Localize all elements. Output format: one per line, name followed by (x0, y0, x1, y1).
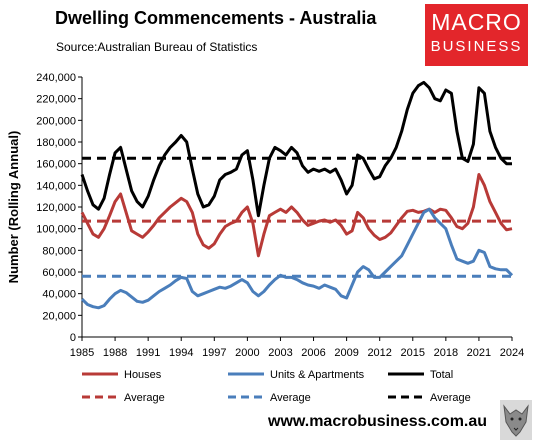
logo-line-1: MACRO (431, 9, 522, 35)
legend-total-average-label: Average (430, 392, 471, 404)
x-tick-label: 2003 (268, 347, 292, 359)
x-tick-label: 2021 (467, 347, 491, 359)
legend-houses-label: Houses (124, 369, 162, 381)
legend-houses-average-label: Average (124, 392, 165, 404)
x-tick-label: 1994 (169, 347, 193, 359)
x-tick-label: 2000 (235, 347, 259, 359)
y-tick-label: 240,000 (36, 72, 76, 84)
units-line (80, 207, 514, 310)
x-tick-label: 2012 (367, 347, 391, 359)
y-tick-label: 100,000 (36, 224, 76, 236)
website-url: www.macrobusiness.com.au (268, 413, 488, 430)
y-axis-label: Number (Rolling Annual) (6, 131, 21, 284)
y-tick-label: 200,000 (36, 115, 76, 127)
houses-line (80, 173, 513, 258)
legend-units-average-label: Average (270, 392, 311, 404)
x-tick-label: 2009 (334, 347, 358, 359)
y-tick-label: 0 (70, 332, 76, 344)
x-tick-label: 2024 (500, 347, 524, 359)
y-tick-label: 180,000 (36, 137, 76, 149)
y-tick-label: 20,000 (42, 310, 76, 322)
legend-units-label: Units & Apartments (270, 369, 365, 381)
y-tick-label: 140,000 (36, 180, 76, 192)
x-tick-label: 1997 (202, 347, 226, 359)
x-tick-label: 1991 (136, 347, 160, 359)
x-tick-label: 2006 (301, 347, 325, 359)
y-tick-label: 40,000 (42, 289, 76, 301)
x-tick-label: 2015 (401, 347, 425, 359)
total-line (80, 80, 512, 218)
legend-total-label: Total (430, 369, 453, 381)
chart-subtitle: Source:Australian Bureau of Statistics (56, 40, 258, 54)
logo-line-2: BUSINESS (430, 38, 523, 55)
x-tick-label: 2018 (434, 347, 458, 359)
y-tick-label: 160,000 (36, 159, 76, 171)
x-tick-label: 1988 (103, 347, 127, 359)
chart-title: Dwelling Commencements - Australia (55, 8, 377, 28)
y-tick-label: 80,000 (42, 245, 76, 257)
x-tick-label: 1985 (70, 347, 94, 359)
y-tick-label: 220,000 (36, 94, 76, 106)
wolf-logo-icon (500, 400, 532, 440)
macrobusiness-logo: MACRO BUSINESS (425, 4, 528, 66)
y-tick-label: 60,000 (42, 267, 76, 279)
y-tick-label: 120,000 (36, 202, 76, 214)
